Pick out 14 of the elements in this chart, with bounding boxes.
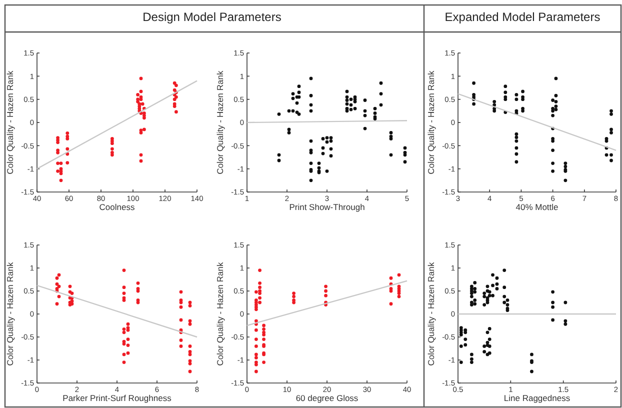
x-axis-title: Line Raggedness	[504, 393, 570, 403]
x-axis-title: 40% Mottle	[516, 202, 559, 212]
y-axis-title: Color Quality - Hazen Rank	[5, 70, 15, 174]
y-axis-title: Color Quality - Hazen Rank	[215, 262, 225, 366]
x-axis-title: Print Show-Through	[289, 202, 366, 212]
x-axis-title: 60 degree Gloss	[296, 393, 358, 403]
y-axis-title: Color Quality - Hazen Rank	[215, 70, 225, 174]
y-axis-title: Color Quality - Hazen Rank	[5, 262, 15, 366]
x-axis-title: Coolness	[99, 202, 135, 212]
chart-title: Design Model Parameters	[142, 10, 282, 24]
y-axis-title: Color Quality - Hazen Rank	[426, 70, 436, 174]
y-axis-title: Color Quality - Hazen Rank	[426, 262, 436, 366]
chart-title: Expanded Model Parameters	[444, 10, 600, 24]
x-axis-title: Parker Print-Surf Roughness	[62, 393, 172, 403]
